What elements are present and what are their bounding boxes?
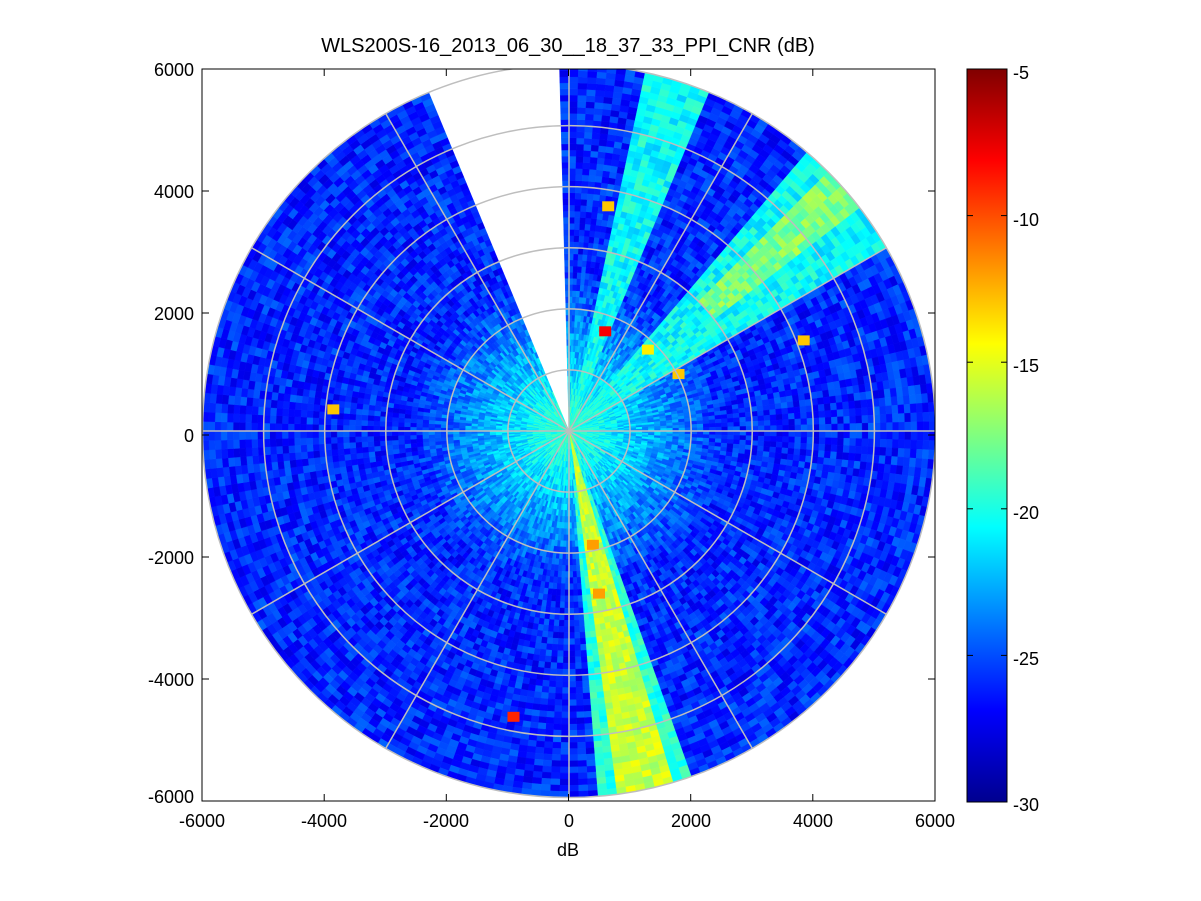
ppi-cell bbox=[440, 424, 448, 429]
ppi-cell bbox=[690, 424, 698, 429]
ppi-cell bbox=[471, 433, 478, 437]
chart-title: WLS200S-16_2013_06_30__18_37_33_PPI_CNR … bbox=[321, 35, 815, 57]
ppi-cell bbox=[660, 425, 667, 429]
ppi-cell bbox=[678, 424, 686, 429]
ppi-cell bbox=[572, 296, 577, 304]
ppi-cell bbox=[452, 433, 460, 438]
ppi-cell bbox=[446, 436, 454, 441]
ppi-cell bbox=[571, 522, 575, 529]
ppi-cell bbox=[434, 434, 442, 439]
ppi-cell bbox=[570, 503, 574, 511]
ppi-cell bbox=[477, 433, 484, 437]
ppi-cell bbox=[678, 421, 686, 426]
ppi-cell bbox=[684, 433, 692, 438]
ppi-cell bbox=[654, 425, 661, 429]
ppi-cell bbox=[458, 436, 466, 440]
ppi-cell bbox=[571, 540, 576, 548]
ppi-cell bbox=[489, 432, 497, 436]
ppi-cell bbox=[696, 434, 704, 439]
ppi-cell bbox=[574, 540, 579, 548]
ppi-cell bbox=[571, 516, 575, 523]
ppi-cell bbox=[575, 552, 580, 560]
ppi-cell bbox=[574, 534, 578, 542]
ppi-cell bbox=[672, 422, 680, 426]
ppi-cell bbox=[696, 420, 704, 425]
ppi-cell bbox=[452, 436, 460, 441]
ppi-cell bbox=[458, 433, 466, 437]
ppi-cell bbox=[562, 552, 567, 560]
ppi-cell bbox=[641, 426, 649, 430]
ppi-cell bbox=[571, 314, 576, 322]
ppi-cell bbox=[452, 424, 460, 429]
ppi-cell bbox=[464, 433, 472, 437]
ppi-cell bbox=[666, 425, 674, 429]
ppi-cell bbox=[440, 433, 448, 438]
ppi-cell bbox=[440, 437, 448, 442]
ppi-cell bbox=[571, 308, 576, 316]
ppi-cell bbox=[434, 437, 442, 442]
ppi-cell bbox=[690, 433, 698, 438]
ppi-cell bbox=[562, 546, 567, 554]
ppi-cell bbox=[446, 433, 454, 438]
ppi-cell bbox=[571, 302, 576, 310]
ppi-cell bbox=[575, 558, 580, 566]
ppi-cell bbox=[570, 510, 574, 517]
ppi-cell bbox=[690, 420, 698, 425]
ppi-cell bbox=[572, 558, 577, 566]
ppi-cell bbox=[684, 421, 692, 426]
ppi-cell bbox=[684, 424, 692, 429]
ppi-cell bbox=[483, 432, 490, 436]
ppi-cell bbox=[561, 558, 566, 566]
ppi-cell bbox=[678, 433, 686, 438]
ppi-cell bbox=[696, 423, 704, 428]
ppi-cell bbox=[574, 546, 579, 554]
ppi-cell bbox=[562, 540, 567, 548]
ppi-cell bbox=[571, 528, 575, 536]
ppi-cell bbox=[571, 552, 576, 560]
ppi-cell bbox=[446, 424, 454, 429]
ppi-cell bbox=[571, 546, 576, 554]
ppi-cell bbox=[648, 426, 655, 430]
ppi-cell bbox=[672, 425, 680, 429]
ppi-cell bbox=[434, 423, 442, 428]
ppi-cell bbox=[572, 290, 577, 298]
ppi-cell bbox=[571, 534, 575, 542]
